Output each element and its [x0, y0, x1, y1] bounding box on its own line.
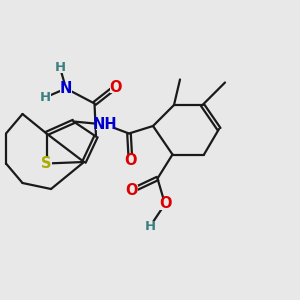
Text: H: H [39, 91, 51, 104]
Bar [40, 92, 50, 103]
Text: O: O [124, 153, 137, 168]
Text: S: S [41, 156, 52, 171]
Bar [41, 158, 52, 169]
Bar [127, 185, 138, 196]
Bar [160, 198, 171, 210]
Text: O: O [109, 80, 122, 94]
Text: H: H [144, 220, 156, 233]
Bar [61, 83, 72, 94]
Text: NH: NH [93, 117, 117, 132]
Text: O: O [159, 196, 171, 211]
Text: O: O [126, 183, 138, 198]
Bar [55, 62, 65, 73]
Bar [96, 119, 114, 130]
Bar [125, 155, 136, 166]
Bar [145, 221, 156, 232]
Bar [110, 81, 121, 93]
Text: N: N [60, 81, 72, 96]
Text: H: H [54, 61, 66, 74]
